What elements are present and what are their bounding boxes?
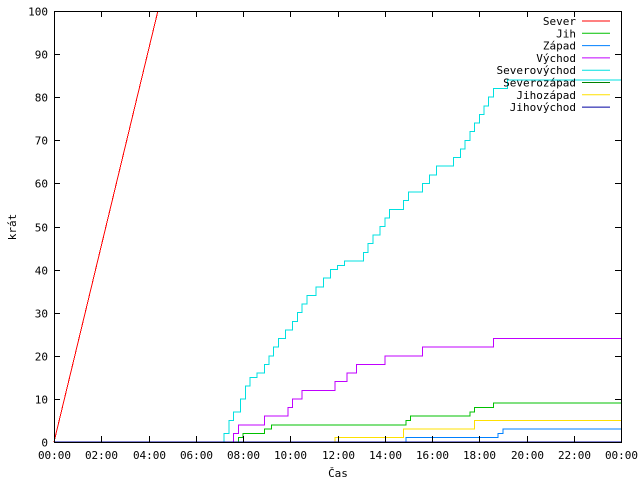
x-tick-label: 08:00: [227, 449, 260, 462]
y-tick-label: 70: [35, 135, 48, 148]
legend: SeverJihZápadVýchodSeverovýchodSeverozáp…: [497, 15, 610, 114]
x-tick-label: 18:00: [463, 449, 496, 462]
y-tick-label: 10: [35, 394, 48, 407]
x-tick-label: 10:00: [274, 449, 307, 462]
x-tick-label: 00:00: [38, 449, 71, 462]
y-tick-label: 100: [28, 6, 48, 19]
legend-label: Severovýchod: [497, 64, 576, 77]
y-tick-label: 60: [35, 178, 48, 191]
y-axis-label: krát: [6, 214, 19, 241]
y-tick-label: 40: [35, 265, 48, 278]
legend-label: Jihovýchod: [510, 101, 576, 114]
x-tick-label: 02:00: [85, 449, 118, 462]
legend-label: Východ: [536, 52, 576, 65]
legend-label: Jih: [556, 27, 576, 40]
x-tick-label: 20:00: [511, 449, 544, 462]
series-line-3: [54, 338, 621, 443]
y-tick-label: 0: [41, 437, 48, 450]
y-tick-label: 50: [35, 222, 48, 235]
legend-label: Sever: [543, 15, 576, 28]
y-tick-label: 90: [35, 49, 48, 62]
plot-frame: [54, 11, 622, 443]
x-tick-label: 04:00: [133, 449, 166, 462]
x-tick-label: 12:00: [322, 449, 355, 462]
x-tick-label: 22:00: [558, 449, 591, 462]
x-tick-label: 14:00: [369, 449, 402, 462]
x-tick-label: 00:00: [605, 449, 638, 462]
y-tick-label: 80: [35, 92, 48, 105]
series-line-0: [53, 10, 159, 443]
legend-label: Západ: [543, 40, 576, 53]
x-tick-label: 16:00: [416, 449, 449, 462]
ticks-layer: 0 10 20 30 40 50 60 70 80 90 100 00:00 02:00 04:00 06:…: [28, 6, 638, 463]
y-tick-label: 30: [35, 308, 48, 321]
y-tick-label: 20: [35, 351, 48, 364]
series-line-4: [54, 79, 621, 443]
series-line-6: [54, 419, 621, 443]
legend-label: Jihozápad: [516, 89, 576, 102]
x-tick-label: 06:00: [180, 449, 213, 462]
legend-label: Severozápad: [503, 77, 576, 90]
x-axis-label: Čas: [328, 467, 348, 480]
series-line-2: [54, 428, 621, 443]
